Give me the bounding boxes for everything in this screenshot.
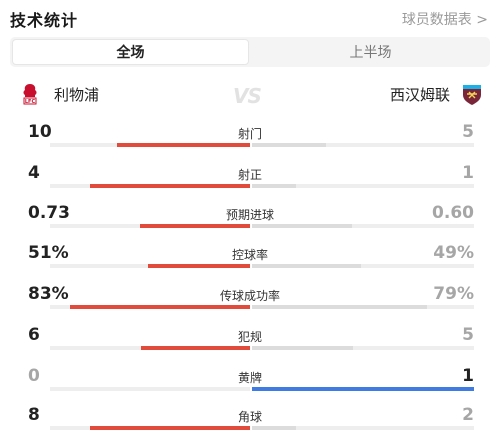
- away-team-name: 西汉姆联: [390, 84, 450, 105]
- away-stat-value: 5: [462, 122, 474, 142]
- home-stat-value: 6: [28, 325, 40, 345]
- home-stat-bar-track: [50, 264, 250, 268]
- home-stat-value: 8: [28, 405, 40, 425]
- home-stat-value: 0: [28, 366, 40, 386]
- away-stat-bar-track: [252, 387, 474, 391]
- home-stat-bar: [140, 224, 250, 228]
- crest-lettering: LFC: [25, 99, 36, 105]
- vs-mark: VS: [233, 84, 261, 108]
- home-stat-bar-track: [50, 305, 250, 309]
- away-stat-bar-track: [252, 305, 474, 309]
- away-stat-bar: [252, 224, 352, 228]
- away-team[interactable]: 西汉姆联: [390, 82, 484, 106]
- tab-full-match[interactable]: 全场: [12, 39, 249, 65]
- stat-label: 控球率: [200, 246, 300, 263]
- home-team-name: 利物浦: [54, 84, 99, 105]
- away-stat-value: 1: [462, 163, 474, 183]
- away-stat-bar: [252, 346, 353, 350]
- away-stat-bar-track: [252, 224, 474, 228]
- away-stat-value: 79%: [433, 284, 474, 304]
- home-stat-bar: [90, 184, 250, 188]
- stat-label: 黄牌: [200, 369, 300, 386]
- player-stats-link[interactable]: 球员数据表 >: [402, 9, 488, 29]
- stat-row: 0.73 预期进球 0.60: [0, 203, 500, 243]
- stat-row: 0 黄牌 1: [0, 366, 500, 406]
- stat-label: 射正: [200, 166, 300, 183]
- team-row: LFC 利物浦 VS 西汉姆联: [0, 78, 500, 110]
- west-ham-crest-icon: [460, 82, 484, 106]
- home-stat-bar-track: [50, 426, 250, 430]
- home-stat-bar-track: [50, 346, 250, 350]
- away-stat-value: 2: [462, 405, 474, 425]
- away-stat-bar: [252, 143, 326, 147]
- away-stat-value: 49%: [433, 243, 474, 263]
- stat-row: 51% 控球率 49%: [0, 243, 500, 283]
- tab-first-half[interactable]: 上半场: [253, 39, 488, 65]
- liverpool-crest-icon: LFC: [18, 82, 42, 106]
- home-stat-value: 10: [28, 122, 52, 142]
- stat-label: 犯规: [200, 328, 300, 345]
- home-stat-value: 83%: [28, 284, 69, 304]
- away-stat-value: 0.60: [432, 203, 474, 223]
- away-stat-bar: [252, 184, 296, 188]
- home-stat-bar: [148, 264, 250, 268]
- home-stat-bar: [70, 305, 250, 309]
- home-team[interactable]: LFC 利物浦: [18, 82, 99, 106]
- away-stat-value: 1: [462, 366, 474, 386]
- away-stat-bar-track: [252, 426, 474, 430]
- home-stat-bar-track: [50, 184, 250, 188]
- page-title: 技术统计: [10, 7, 78, 31]
- away-stat-bar: [252, 305, 427, 309]
- away-stat-bar: [252, 426, 296, 430]
- home-stat-bar: [141, 346, 250, 350]
- stat-label: 角球: [200, 408, 300, 425]
- home-stat-bar: [90, 426, 250, 430]
- period-tabs: 全场 上半场: [10, 37, 490, 67]
- stat-label: 传球成功率: [200, 287, 300, 304]
- stats-header: 技术统计 球员数据表 >: [0, 0, 500, 36]
- home-stat-value: 4: [28, 163, 40, 183]
- away-stat-bar-track: [252, 346, 474, 350]
- home-stat-value: 51%: [28, 243, 69, 263]
- away-stat-bar-track: [252, 264, 474, 268]
- stat-row: 10 射门 5: [0, 122, 500, 162]
- home-stat-bar-track: [50, 224, 250, 228]
- away-stat-bar: [252, 387, 474, 391]
- home-stat-bar-track: [50, 387, 250, 391]
- stat-row: 83% 传球成功率 79%: [0, 284, 500, 324]
- stat-label: 预期进球: [200, 206, 300, 223]
- away-stat-bar: [252, 264, 361, 268]
- home-stat-value: 0.73: [28, 203, 70, 223]
- stat-label: 射门: [200, 125, 300, 142]
- stat-row: 8 角球 2: [0, 405, 500, 440]
- away-stat-value: 5: [462, 325, 474, 345]
- away-stat-bar-track: [252, 143, 474, 147]
- home-stat-bar: [117, 143, 250, 147]
- stat-row: 4 射正 1: [0, 163, 500, 203]
- away-stat-bar-track: [252, 184, 474, 188]
- home-stat-bar-track: [50, 143, 250, 147]
- stat-row: 6 犯规 5: [0, 325, 500, 365]
